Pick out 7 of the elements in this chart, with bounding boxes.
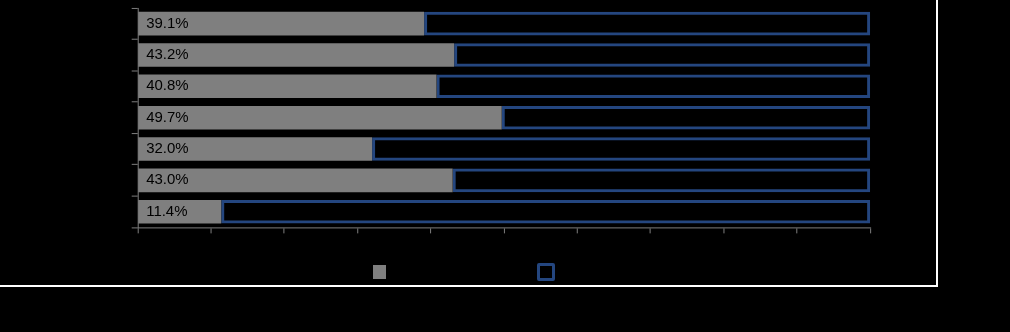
data-label: 49.7% <box>146 107 189 125</box>
data-label: 11.4% <box>146 201 188 219</box>
data-label: 43.2% <box>146 45 189 63</box>
data-label: 40.8% <box>146 76 189 94</box>
data-label: 43.0% <box>146 170 189 188</box>
data-label: 32.0% <box>146 139 189 157</box>
data-label: 39.1% <box>146 13 189 31</box>
